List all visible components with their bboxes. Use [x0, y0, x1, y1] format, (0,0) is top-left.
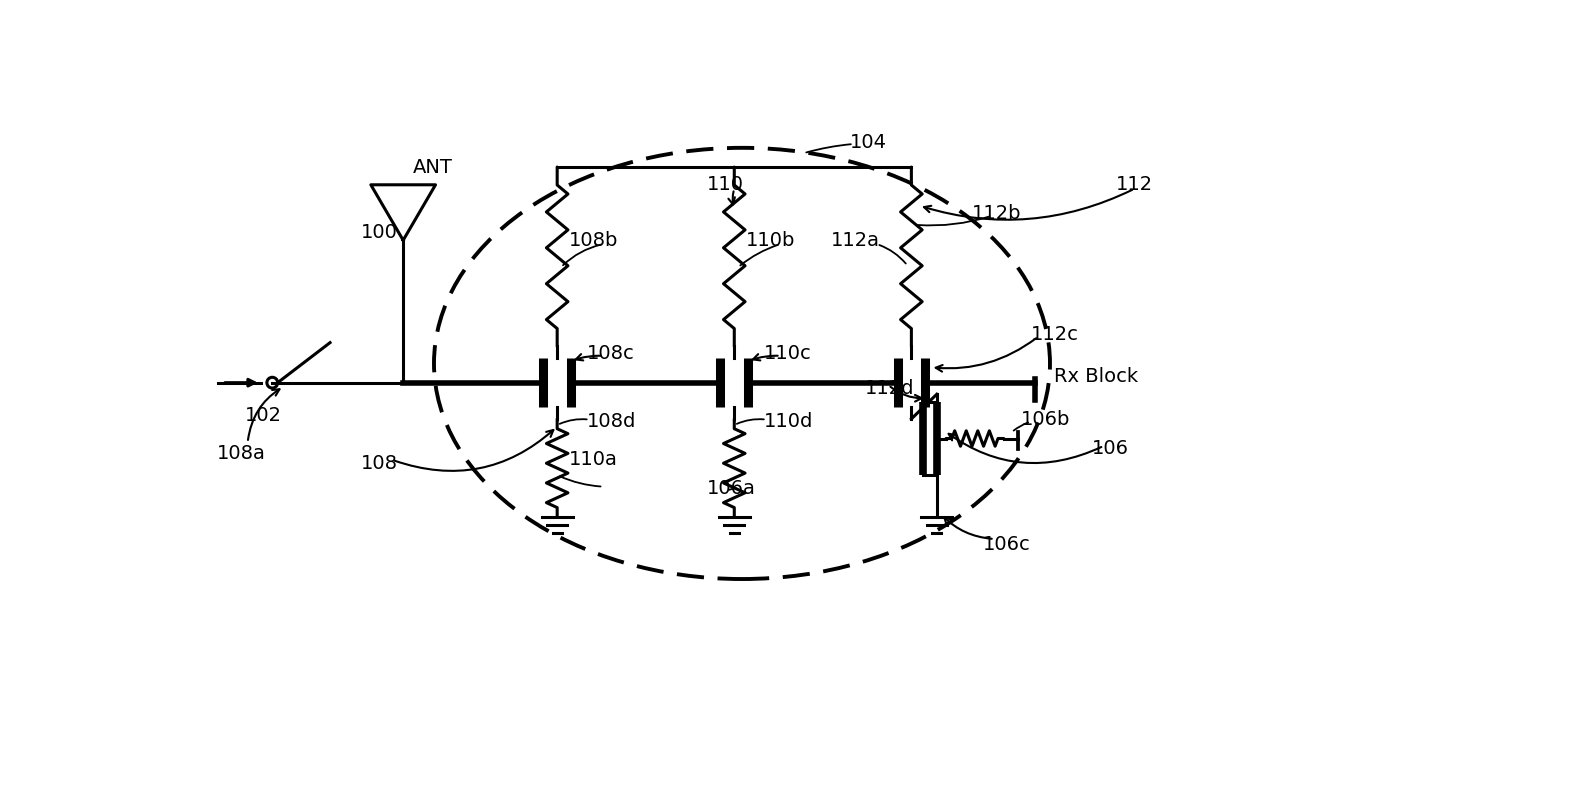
Text: 108a: 108a: [217, 444, 266, 463]
Text: 106c: 106c: [982, 535, 1030, 554]
Text: 106: 106: [1092, 439, 1129, 458]
Text: 102: 102: [245, 406, 282, 424]
Text: 106a: 106a: [707, 479, 756, 498]
Text: 112: 112: [1116, 175, 1153, 193]
Text: 108: 108: [361, 454, 398, 473]
Text: 108c: 108c: [586, 344, 634, 363]
Text: 110c: 110c: [764, 344, 812, 363]
Text: 110d: 110d: [764, 411, 814, 431]
Text: 100: 100: [361, 223, 398, 242]
Text: 110: 110: [707, 175, 745, 193]
Text: ANT: ANT: [412, 158, 452, 177]
Text: 104: 104: [850, 133, 887, 152]
Text: 110b: 110b: [745, 231, 796, 249]
Text: 110a: 110a: [568, 450, 618, 469]
Text: Rx Block: Rx Block: [1054, 367, 1138, 386]
Text: 106b: 106b: [1020, 410, 1070, 429]
Text: 112c: 112c: [1030, 326, 1079, 344]
Text: 112d: 112d: [864, 379, 915, 398]
Text: 112a: 112a: [831, 231, 879, 249]
Text: 108d: 108d: [586, 411, 635, 431]
Text: 112b: 112b: [971, 204, 1020, 223]
Text: 108b: 108b: [568, 231, 618, 249]
